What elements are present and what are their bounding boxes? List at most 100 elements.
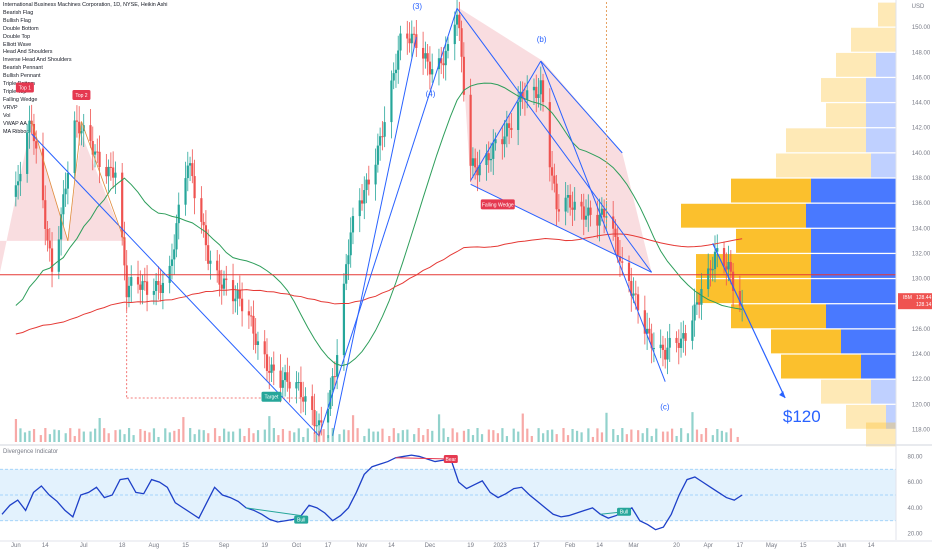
indicator-triple-top[interactable]: Triple Top (3, 88, 27, 95)
volume-bar (263, 429, 266, 442)
candle-body (469, 94, 472, 166)
volume-bar (57, 430, 61, 442)
candle-body (571, 207, 574, 210)
price-tick-label: 120.00 (912, 402, 931, 408)
candle-body (505, 123, 508, 137)
volume-bar (243, 436, 246, 442)
time-tick-label: Dec (425, 543, 436, 549)
time-tick-label: 18 (119, 543, 126, 549)
indicator-bullish-pennant[interactable]: Bullish Pennant (3, 73, 41, 80)
price-tick-label: 138.00 (912, 176, 931, 182)
candle-body (112, 167, 115, 178)
time-tick-label: Mar (628, 543, 638, 549)
candle-body (700, 289, 703, 305)
candle-body (691, 320, 694, 341)
indicator-bearish-pennant[interactable]: Bearish Pennant (3, 65, 43, 72)
volume-bar (338, 434, 341, 442)
volume-bar (526, 428, 529, 442)
indicator-double-top[interactable]: Double Top (3, 33, 31, 40)
osc-tag-bear-bg (443, 455, 458, 463)
volume-bar (177, 429, 180, 442)
candle-body (478, 165, 481, 176)
candle-body (333, 376, 336, 378)
indicator-bearish-flag[interactable]: Bearish Flag (3, 9, 34, 16)
candle-body (652, 348, 655, 350)
vp-bar-up (731, 304, 826, 329)
volume-bar (356, 428, 359, 442)
volume-bar (207, 433, 210, 442)
indicator-vrvp[interactable]: VRVP (3, 104, 18, 111)
vp-bar-up (681, 203, 806, 228)
candle-body (727, 261, 730, 270)
candle-body (612, 216, 615, 229)
candle-body (270, 364, 273, 373)
price-tick-label: 124.00 (912, 352, 931, 358)
volume-bar (571, 429, 574, 442)
candle-body (650, 333, 653, 349)
price-pane[interactable]: (3) (4) (b) (c) Top 1 Top 2 Target Falling Wedg… (0, 0, 896, 447)
wedge-lower-line (470, 183, 652, 273)
volume-bar (616, 435, 619, 442)
candle-body (32, 123, 36, 142)
volume-bar (456, 432, 459, 442)
candle-body (28, 120, 31, 133)
candle-body (155, 280, 158, 292)
candle-body (684, 333, 687, 341)
volume-bar (223, 428, 226, 442)
candle-body (731, 271, 735, 291)
candle-body (295, 382, 298, 389)
volume-bar (256, 430, 260, 442)
indicator-bullish-flag[interactable]: Bullish Flag (3, 17, 31, 24)
candle-body (256, 341, 260, 345)
tag-falling-wedge: Falling Wedge (480, 199, 515, 210)
volume-bar (480, 434, 484, 442)
indicator-ma-ribbon[interactable]: MA Ribbon (3, 128, 30, 135)
volume-bar (587, 428, 590, 442)
volume-bar (302, 436, 305, 442)
candle-body (410, 33, 413, 44)
vp-bar-down (861, 354, 896, 379)
indicator-inverse-head-and-shoulders[interactable]: Inverse Head And Shoulders (3, 57, 72, 64)
indicator-double-bottom[interactable]: Double Bottom (3, 25, 39, 32)
candle-body (415, 34, 418, 48)
oscillator-pane[interactable]: Divergence Indicator 80.00 60.00 40.00 20.00… (0, 444, 932, 538)
volume-bar (277, 435, 280, 442)
indicator-falling-wedge[interactable]: Falling Wedge (3, 96, 38, 103)
candle-body (426, 53, 429, 62)
volume-bar (637, 430, 640, 442)
candle-body (304, 396, 307, 402)
candle-body (351, 216, 355, 233)
candle-body (485, 153, 488, 166)
osc-tag-bear-label: Bear (446, 457, 457, 463)
price-tick-label: 150.00 (912, 25, 931, 31)
volume-bar (123, 434, 126, 442)
candle-body (220, 284, 223, 289)
candle-body (218, 270, 221, 285)
wave-line-c-down (540, 60, 666, 382)
osc-tag-bull-1: Bull (294, 515, 309, 524)
volume-bar (127, 428, 131, 442)
vp-bar-down (826, 304, 896, 329)
candle-body (46, 228, 49, 241)
candle-body (399, 33, 402, 51)
candle-body (661, 344, 665, 350)
indicator-vwap-aa[interactable]: VWAP AA (3, 120, 27, 127)
time-tick-label: Oct (292, 543, 302, 549)
ma-red-line (15, 233, 743, 335)
double-top-shading (0, 121, 125, 273)
time-tick-label: 15 (182, 543, 189, 549)
indicator-vol[interactable]: Vol (3, 112, 11, 119)
volume-bar (19, 428, 22, 442)
volume-bar (675, 435, 678, 442)
wave-line-b-up (470, 60, 542, 181)
time-tick-label: Jun (11, 543, 21, 549)
time-tick-label: Sep (219, 543, 230, 549)
candle-body (281, 380, 284, 388)
candle-body (716, 248, 719, 252)
chart-title: International Business Machines Corporat… (3, 2, 168, 8)
wave-3-line (332, 37, 417, 436)
indicator-head-and-shoulders[interactable]: Head And Shoulders (3, 49, 53, 56)
indicator-elliott-wave[interactable]: Elliott Wave (3, 41, 32, 48)
